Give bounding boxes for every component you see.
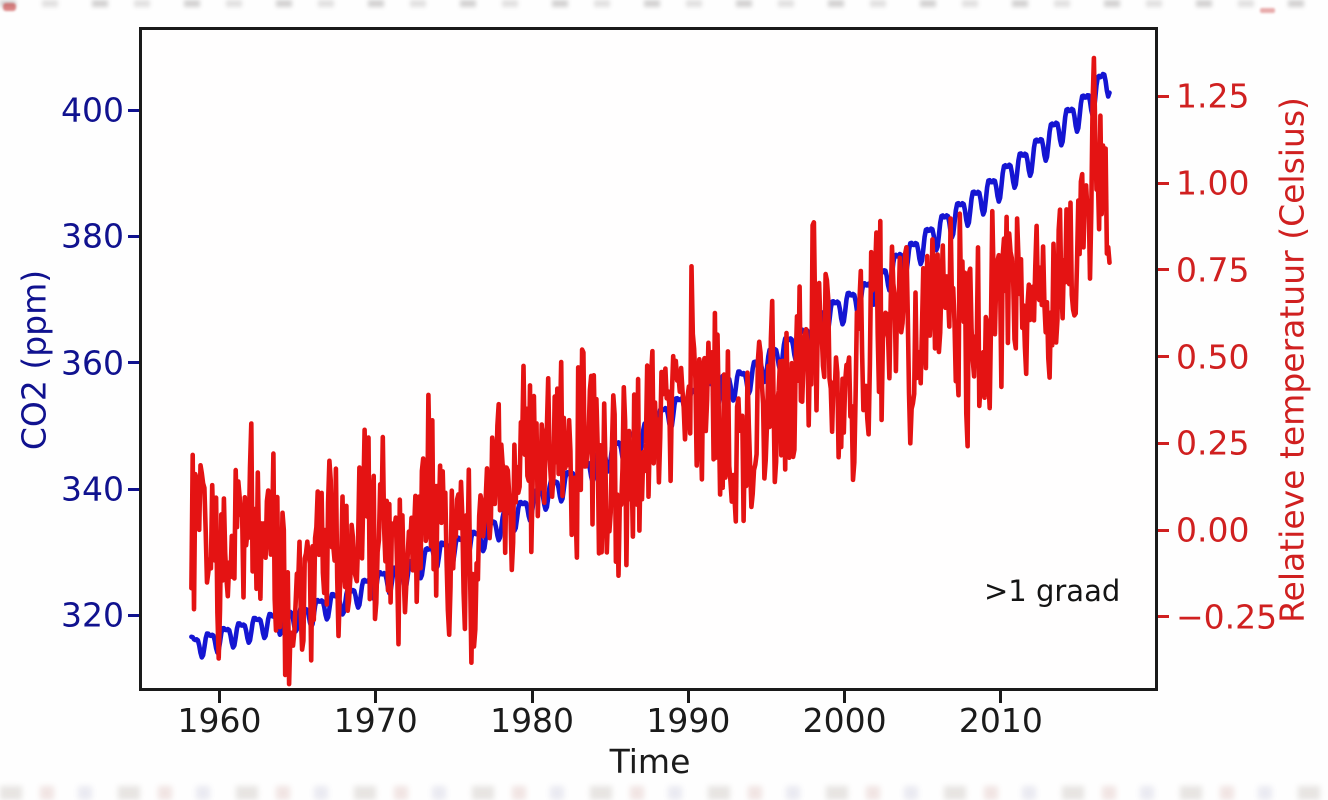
right-tick [1158,94,1169,98]
left-tick-label: 380 [61,216,124,256]
x-tick-label: 1990 [646,701,731,740]
left-tick-label: 340 [61,469,124,509]
left-tick [128,613,139,617]
left-tick-label: 360 [61,343,124,383]
jpeg-artifact-strip-top [0,0,1328,7]
left-axis-title: CO2 (ppm) [14,269,54,451]
series-plot [189,55,1112,687]
jpeg-artifact-speck [3,3,16,11]
left-tick [128,361,139,365]
right-tick-label: 0.25 [1176,423,1250,463]
left-tick [128,108,139,112]
jpeg-artifact-speck [1260,8,1275,13]
plot-area [139,27,1158,691]
right-axis-title: Relatieve temperatuur (Celsius) [1272,97,1312,623]
right-tick [1158,355,1169,359]
right-tick [1158,528,1169,532]
left-tick [128,487,139,491]
x-tick [530,691,534,703]
x-tick-label: 1960 [177,701,262,740]
x-tick [999,691,1003,703]
left-tick-label: 320 [61,595,124,635]
right-tick-label: 0.00 [1176,510,1250,550]
x-tick [686,691,690,703]
x-tick-label: 1970 [333,701,418,740]
right-tick [1158,181,1169,185]
x-tick-label: 2010 [958,701,1043,740]
x-tick [843,691,847,703]
right-tick-label: 1.25 [1176,76,1250,116]
right-tick-label: 0.75 [1176,250,1250,290]
temperature-line [189,55,1112,687]
x-tick-label: 1980 [490,701,575,740]
left-tick-label: 400 [61,90,124,130]
x-tick [374,691,378,703]
right-tick [1158,615,1169,619]
left-tick [128,234,139,238]
x-tick [218,691,221,703]
x-tick-label: 2000 [802,701,887,740]
x-axis-title: Time [609,742,691,781]
right-tick-label: 0.50 [1176,337,1250,377]
right-tick [1158,441,1169,445]
jpeg-artifact-strip-bottom [0,786,1328,800]
right-tick-label: −0.25 [1176,597,1278,637]
right-tick [1158,268,1169,272]
annotation-1-graad: >1 graad [984,574,1121,608]
right-tick-label: 1.00 [1176,163,1250,203]
